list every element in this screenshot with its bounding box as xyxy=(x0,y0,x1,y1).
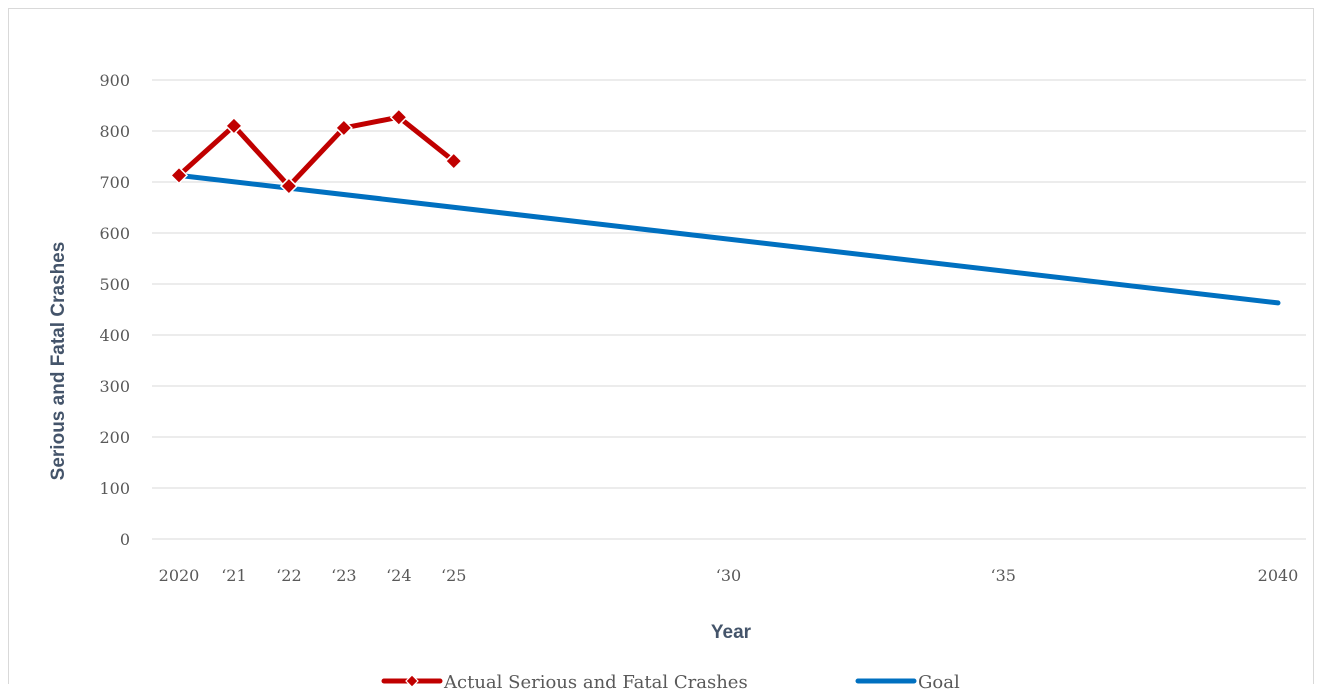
y-axis-ticks: 0 100 200 300 400 500 600 700 800 900 xyxy=(99,71,130,549)
y-tick-label: 100 xyxy=(99,479,130,498)
legend-label: Actual Serious and Fatal Crashes xyxy=(443,672,748,692)
legend-swatch-marker xyxy=(405,674,419,688)
y-tick-label: 500 xyxy=(99,275,130,294)
y-tick-label: 200 xyxy=(99,428,130,447)
legend-label: Goal xyxy=(918,672,960,692)
series-line xyxy=(176,114,457,189)
x-tick-label: ‘25 xyxy=(441,566,466,585)
data-point xyxy=(224,116,244,135)
data-point xyxy=(169,166,189,185)
grid-lines xyxy=(152,79,1306,540)
x-tick-label: 2020 xyxy=(159,566,200,585)
data-point xyxy=(389,108,408,127)
y-tick-label: 600 xyxy=(99,224,130,243)
y-tick-label: 300 xyxy=(99,377,130,396)
y-tick-label: 800 xyxy=(99,122,130,141)
x-tick-label: ‘30 xyxy=(716,566,741,585)
x-tick-label: 2040 xyxy=(1258,566,1299,585)
y-tick-label: 0 xyxy=(120,530,130,549)
y-tick-label: 700 xyxy=(99,173,130,192)
x-axis-title: Year xyxy=(711,622,752,643)
y-tick-label: 900 xyxy=(99,71,130,90)
series-line xyxy=(176,172,1281,306)
x-tick-label: ‘22 xyxy=(276,566,301,585)
data-point xyxy=(279,177,298,196)
legend: Actual Serious and Fatal Crashes Goal xyxy=(381,672,960,692)
x-axis-ticks: 2020 ‘21 ‘22 ‘23 ‘24 ‘25 ‘30 ‘35 2040 xyxy=(159,566,1299,585)
data-point xyxy=(334,118,353,138)
x-tick-label: ‘21 xyxy=(221,566,246,585)
y-tick-label: 400 xyxy=(99,326,130,345)
x-tick-label: ‘23 xyxy=(331,566,356,585)
y-axis-title: Serious and Fatal Crashes xyxy=(48,242,69,481)
chart-frame xyxy=(8,8,1314,684)
x-tick-label: ‘35 xyxy=(991,566,1016,585)
series-layer xyxy=(169,108,1281,306)
data-point xyxy=(444,152,463,171)
x-tick-label: ‘24 xyxy=(386,566,411,585)
